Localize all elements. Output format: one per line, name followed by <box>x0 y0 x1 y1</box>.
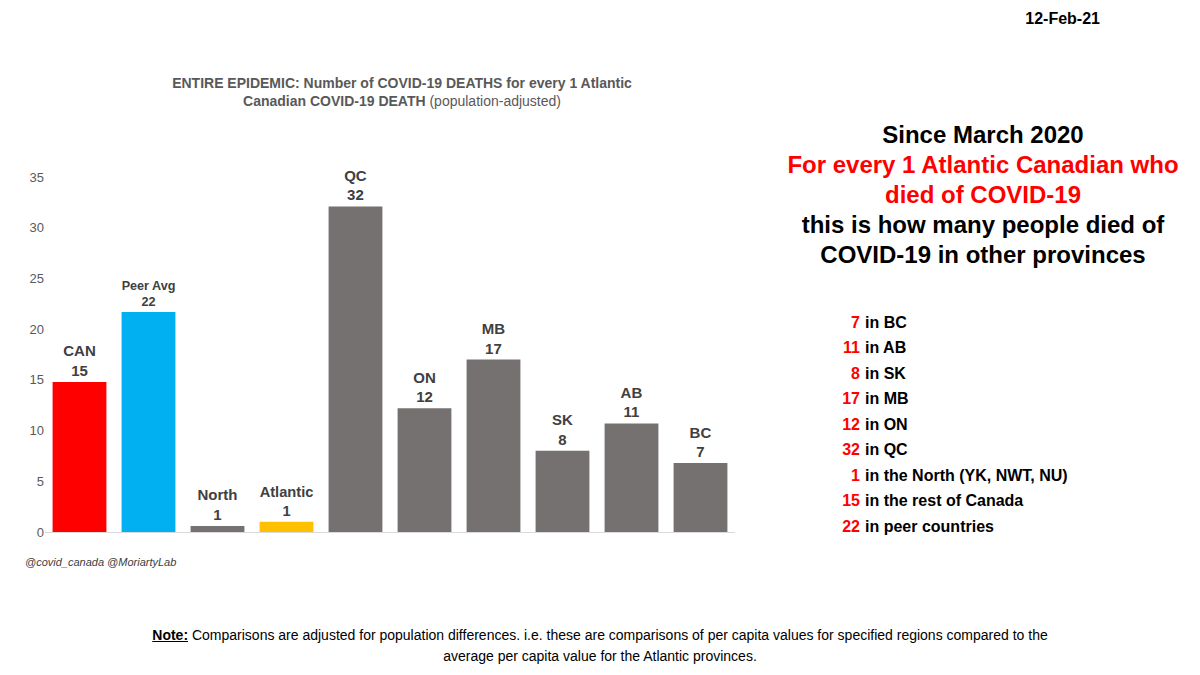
svg-text:QC32: QC32 <box>344 167 367 204</box>
svg-text:0: 0 <box>37 525 44 540</box>
svg-text:20: 20 <box>30 322 44 337</box>
svg-text:SK8: SK8 <box>552 411 573 448</box>
svg-text:ON12: ON12 <box>413 369 436 406</box>
html-text:Since March 2020: Since March 2020 <box>882 121 1084 148</box>
svg-text:Peer Avg22: Peer Avg22 <box>122 279 176 309</box>
html-text:8 in SK: 8 in SK <box>851 364 906 382</box>
html-text:17 in MB: 17 in MB <box>842 390 909 408</box>
html-text:1 in the North (YK, NWT, NU): 1 in the North (YK, NWT, NU) <box>851 466 1068 484</box>
svg-text:BC7: BC7 <box>690 424 712 461</box>
html-text:@covid_canada @MoriartyLab: @covid_canada @MoriartyLab <box>25 556 177 568</box>
svg-text:AB11: AB11 <box>621 384 643 421</box>
svg-text:10: 10 <box>30 423 44 438</box>
svg-text:30: 30 <box>30 220 44 235</box>
html-text:this is how many people died o: this is how many people died of COVID-19… <box>801 211 1165 268</box>
svg-text:ENTIRE EPIDEMIC: Number of COV: ENTIRE EPIDEMIC: Number of COVID-19 DEAT… <box>172 75 632 109</box>
html-text:For every 1 Atlantic Canadian: For every 1 Atlantic Canadian who died o… <box>787 151 1179 208</box>
svg-text:15: 15 <box>30 372 44 387</box>
html-text:15 in the rest of Canada: 15 in the rest of Canada <box>842 492 1024 510</box>
html-text:32 in QC: 32 in QC <box>842 441 908 459</box>
html-text:11 in AB: 11 in AB <box>843 339 907 357</box>
svg-text:North1: North1 <box>198 486 238 523</box>
html-text:7 in BC: 7 in BC <box>851 313 907 331</box>
svg-text:Atlantic1: Atlantic1 <box>260 484 314 519</box>
html-text:12-Feb-21: 12-Feb-21 <box>1025 10 1100 27</box>
svg-text:CAN15: CAN15 <box>63 342 96 379</box>
svg-text:5: 5 <box>37 474 44 489</box>
svg-text:35: 35 <box>30 170 44 185</box>
html-text:Note: Comparisons are adjusted: Note: Comparisons are adjusted for popul… <box>152 627 1048 664</box>
html-text:22 in peer countries: 22 in peer countries <box>842 517 994 535</box>
html-text:12 in ON: 12 in ON <box>842 415 908 433</box>
svg-text:25: 25 <box>30 271 44 286</box>
svg-text:MB17: MB17 <box>482 320 505 357</box>
